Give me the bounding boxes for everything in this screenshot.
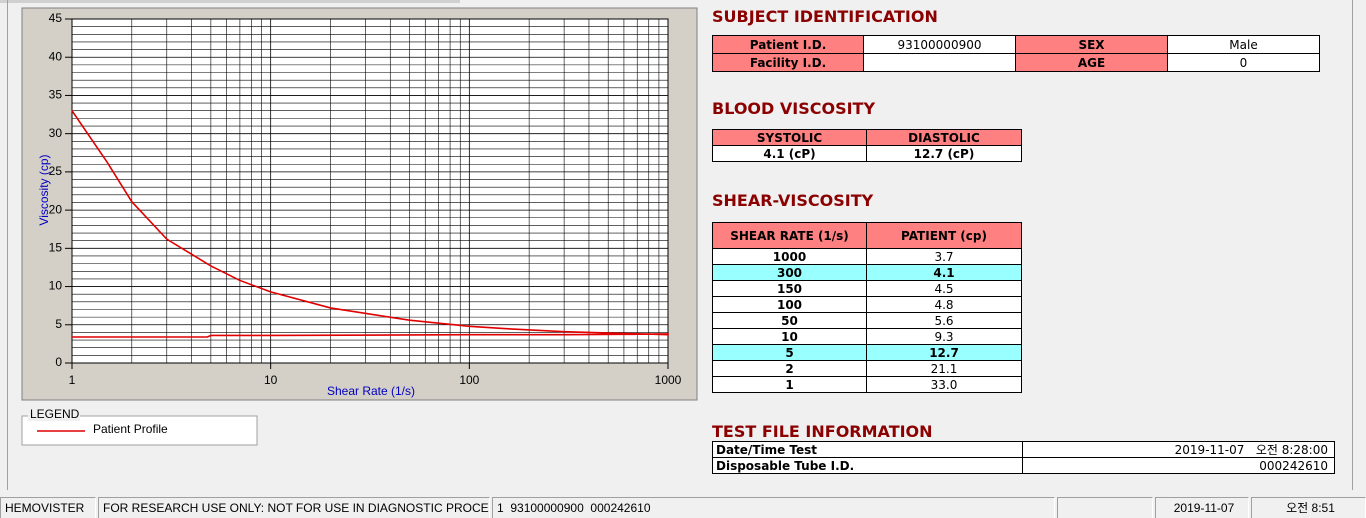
x-tick-label: 10 [264, 373, 278, 387]
table-cell: 9.3 [866, 328, 1022, 345]
table-cell: 5 [712, 344, 867, 361]
y-tick-label: 0 [55, 355, 62, 369]
label-cell: Date/Time Test [712, 441, 1023, 458]
table-cell: 33.0 [866, 376, 1022, 393]
table-cell: 5.6 [866, 312, 1022, 329]
y-tick-label: 20 [49, 202, 63, 216]
legend-title: LEGEND [30, 407, 80, 421]
y-tick-label: 45 [49, 11, 63, 25]
header-cell: SYSTOLIC [712, 129, 867, 146]
table-cell: 1 [712, 376, 867, 393]
legend-label: Patient Profile [93, 422, 168, 436]
y-tick-label: 35 [49, 88, 63, 102]
section-title: SHEAR-VISCOSITY [712, 191, 874, 210]
table-cell: 12.7 [866, 344, 1022, 361]
label-cell: Disposable Tube I.D. [712, 457, 1023, 474]
table-cell: 4.8 [866, 296, 1022, 313]
label-cell: Facility I.D. [712, 53, 864, 72]
section-title: SUBJECT IDENTIFICATION [712, 7, 938, 26]
value-cell: 000242610 [1022, 457, 1335, 474]
table-cell: 4.5 [866, 280, 1022, 297]
x-axis-label: Shear Rate (1/s) [327, 384, 415, 398]
table-cell: 100 [712, 296, 867, 313]
label-cell: AGE [1015, 53, 1168, 72]
left-border [7, 0, 8, 490]
legend-title-bg [28, 409, 80, 421]
y-tick-label: 10 [49, 279, 63, 293]
label-cell: SEX [1015, 35, 1168, 54]
value-cell: 2019-11-07 오전 8:28:00 [1022, 441, 1335, 458]
value-cell: 12.7 (cP) [866, 145, 1022, 162]
value-cell: Male [1167, 35, 1320, 54]
y-tick-label: 30 [49, 126, 63, 140]
status-cell [1057, 497, 1153, 518]
x-tick-label: 100 [459, 373, 479, 387]
section-title: BLOOD VISCOSITY [712, 99, 876, 118]
table-cell: 1000 [712, 248, 867, 265]
y-tick-label: 25 [49, 164, 63, 178]
header-cell: SHEAR RATE (1/s) [712, 222, 867, 249]
label-cell: Patient I.D. [712, 35, 864, 54]
table-cell: 300 [712, 264, 867, 281]
value-cell: 4.1 (cP) [712, 145, 867, 162]
y-tick-label: 5 [55, 317, 62, 331]
status-cell: FOR RESEARCH USE ONLY: NOT FOR USE IN DI… [98, 497, 490, 518]
table-cell: 21.1 [866, 360, 1022, 377]
y-tick-label: 15 [49, 241, 63, 255]
x-tick-label: 1000 [655, 373, 682, 387]
header-cell: DIASTOLIC [866, 129, 1022, 146]
status-cell: HEMOVISTER [0, 497, 96, 518]
status-cell: 2019-11-07 [1155, 497, 1249, 518]
value-cell [863, 53, 1016, 72]
status-cell: 1 93100000900 000242610 [492, 497, 1055, 518]
plot-frame [71, 18, 669, 364]
y-axis-label: Viscosity (cp) [37, 154, 51, 225]
table-cell: 4.1 [866, 264, 1022, 281]
y-tick-label: 40 [49, 49, 63, 63]
right-border [1352, 0, 1353, 490]
value-cell: 93100000900 [863, 35, 1016, 54]
x-tick-label: 1 [69, 373, 76, 387]
header-cell: PATIENT (cp) [866, 222, 1022, 249]
table-cell: 150 [712, 280, 867, 297]
table-cell: 3.7 [866, 248, 1022, 265]
data-line [71, 110, 669, 338]
chart: Shear Rate (1/s) Viscosity (cp) LEGEND 0… [21, 7, 698, 446]
table-cell: 2 [712, 360, 867, 377]
top-strip [0, 0, 460, 3]
plot-area [72, 19, 668, 363]
value-cell: 0 [1167, 53, 1320, 72]
table-cell: 10 [712, 328, 867, 345]
section-title: TEST FILE INFORMATION [712, 422, 933, 441]
status-cell: 오전 8:51 [1251, 497, 1366, 518]
table-cell: 50 [712, 312, 867, 329]
